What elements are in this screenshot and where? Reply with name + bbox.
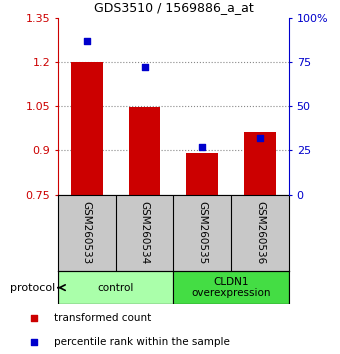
Bar [71, 62, 103, 195]
Text: GSM260533: GSM260533 [82, 201, 92, 264]
Text: control: control [98, 282, 134, 293]
Point [257, 135, 263, 141]
Point [84, 38, 89, 44]
Bar [58, 271, 173, 304]
Text: GSM260535: GSM260535 [197, 201, 207, 264]
Text: GSM260534: GSM260534 [139, 201, 150, 264]
Point [31, 315, 37, 321]
Bar [173, 271, 289, 304]
Title: GDS3510 / 1569886_a_at: GDS3510 / 1569886_a_at [94, 1, 253, 14]
Point [200, 144, 205, 150]
Point [31, 339, 37, 344]
Text: protocol: protocol [10, 282, 55, 293]
Text: GSM260536: GSM260536 [255, 201, 265, 264]
Text: CLDN1
overexpression: CLDN1 overexpression [191, 277, 271, 298]
Bar [129, 107, 160, 195]
Text: percentile rank within the sample: percentile rank within the sample [54, 337, 230, 347]
Bar [186, 153, 218, 195]
Text: transformed count: transformed count [54, 313, 152, 323]
Bar [244, 132, 276, 195]
Point [142, 64, 147, 70]
